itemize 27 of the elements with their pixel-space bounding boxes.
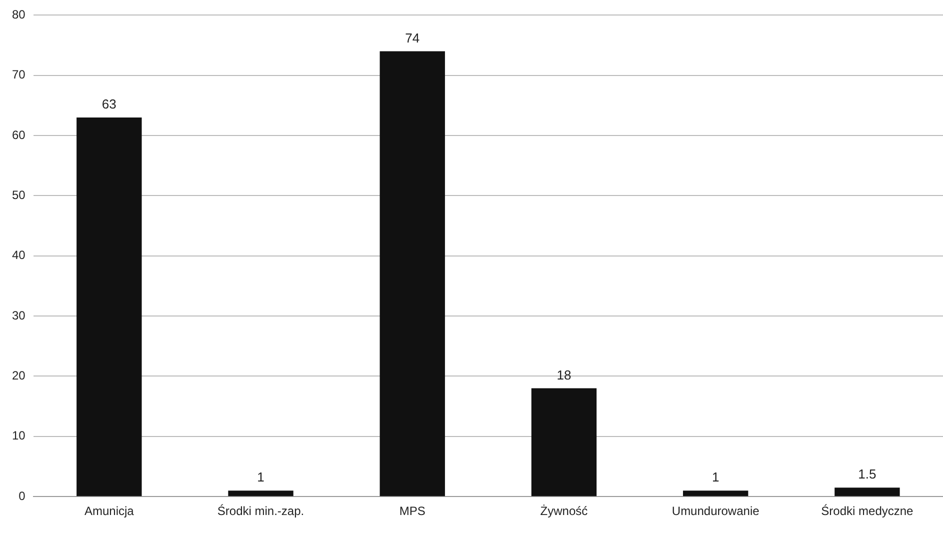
bar	[834, 488, 900, 496]
y-tick-label: 30	[12, 308, 26, 322]
bar	[228, 490, 294, 496]
data-label: 18	[556, 367, 572, 382]
x-tick-label: Środki medyczne	[821, 504, 914, 518]
x-tick-label: Środki min.-zap.	[217, 504, 304, 518]
x-tick-label: MPS	[399, 504, 426, 518]
y-tick-label: 60	[12, 128, 26, 142]
y-tick-label: 20	[12, 368, 26, 383]
data-label: 1.5	[858, 466, 876, 482]
y-tick-label: 80	[12, 8, 26, 22]
x-tick-label: Amunicja	[84, 504, 134, 518]
y-tick-label: 10	[12, 428, 26, 443]
y-tick-label: 50	[12, 188, 26, 202]
data-label: 74	[405, 30, 420, 46]
bar	[76, 118, 142, 496]
x-tick-label: Żywność	[540, 504, 588, 518]
y-tick-label: 70	[12, 68, 26, 82]
x-tick-label: Umundurowanie	[672, 504, 760, 518]
bar	[380, 51, 445, 496]
y-tick-label: 40	[12, 248, 26, 262]
bar	[682, 490, 748, 496]
data-label: 63	[102, 96, 116, 112]
data-label: 1	[257, 470, 264, 485]
bar	[531, 388, 597, 496]
y-tick-label: 0	[18, 488, 26, 503]
data-label: 1	[712, 470, 720, 485]
